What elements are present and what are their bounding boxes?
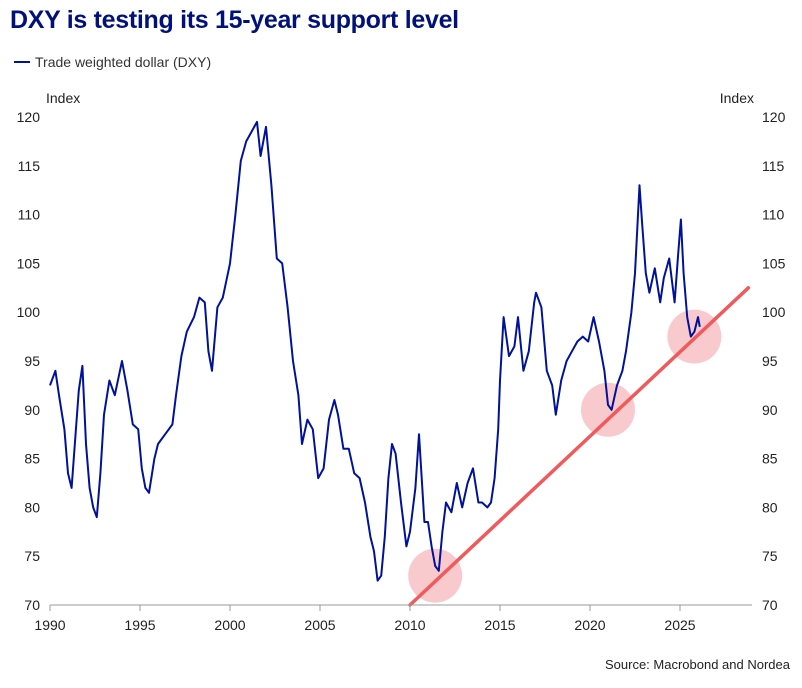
chart-title: DXY is testing its 15-year support level bbox=[10, 6, 459, 34]
y-tick-right-105: 105 bbox=[762, 255, 786, 271]
y-tick-left-90: 90 bbox=[24, 402, 40, 418]
y-axis-label-left: Index bbox=[46, 90, 81, 106]
y-tick-right-115: 115 bbox=[762, 158, 785, 174]
y-tick-left-115: 115 bbox=[18, 158, 41, 174]
y-tick-right-85: 85 bbox=[762, 451, 778, 467]
y-tick-right-95: 95 bbox=[762, 353, 778, 369]
y-tick-left-80: 80 bbox=[24, 499, 40, 515]
y-tick-left-110: 110 bbox=[18, 207, 41, 223]
y-tick-left-120: 120 bbox=[17, 109, 41, 125]
legend-series-label: Trade weighted dollar (DXY) bbox=[35, 54, 212, 70]
y-tick-left-105: 105 bbox=[17, 255, 41, 271]
y-tick-left-75: 75 bbox=[24, 548, 40, 564]
y-axis-right: 70 75 80 85 90 95 100 105 110 115 120 bbox=[762, 109, 786, 613]
x-tick-2005: 2005 bbox=[304, 617, 335, 633]
highlight-circles bbox=[408, 309, 722, 603]
y-axis-label-right: Index bbox=[719, 90, 754, 106]
x-tick-2010: 2010 bbox=[394, 617, 425, 633]
legend: Trade weighted dollar (DXY) bbox=[14, 54, 211, 70]
highlight-circle-1 bbox=[408, 548, 463, 603]
x-tick-1995: 1995 bbox=[124, 617, 155, 633]
y-tick-left-85: 85 bbox=[24, 451, 40, 467]
x-tick-2000: 2000 bbox=[214, 617, 245, 633]
x-tick-2025: 2025 bbox=[664, 617, 695, 633]
y-axis-left: 70 75 80 85 90 95 100 105 110 115 120 bbox=[17, 109, 41, 613]
y-tick-right-80: 80 bbox=[762, 499, 778, 515]
y-tick-right-120: 120 bbox=[762, 109, 786, 125]
y-tick-right-70: 70 bbox=[762, 597, 778, 613]
y-tick-right-75: 75 bbox=[762, 548, 778, 564]
y-tick-right-100: 100 bbox=[762, 304, 786, 320]
y-tick-right-90: 90 bbox=[762, 402, 778, 418]
dxy-series-line bbox=[49, 120, 701, 582]
x-tick-2015: 2015 bbox=[484, 617, 515, 633]
support-trendline bbox=[408, 286, 751, 607]
y-tick-left-70: 70 bbox=[24, 597, 40, 613]
y-tick-right-110: 110 bbox=[762, 207, 785, 223]
y-tick-left-100: 100 bbox=[17, 304, 41, 320]
x-tick-2020: 2020 bbox=[574, 617, 605, 633]
legend-line-swatch bbox=[14, 61, 30, 63]
x-tick-1990: 1990 bbox=[34, 617, 65, 633]
source-note: Source: Macrobond and Nordea bbox=[604, 657, 790, 672]
highlight-circle-2 bbox=[581, 382, 635, 437]
x-axis-ticks: 1990 1995 2000 2005 2010 2015 2020 2025 bbox=[34, 605, 696, 633]
y-tick-left-95: 95 bbox=[24, 353, 40, 369]
